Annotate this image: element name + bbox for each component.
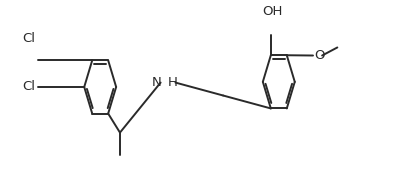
Text: OH: OH bbox=[262, 5, 282, 18]
Text: N: N bbox=[152, 76, 161, 89]
Text: O: O bbox=[314, 49, 325, 62]
Text: H: H bbox=[168, 76, 178, 89]
Text: Cl: Cl bbox=[22, 32, 35, 45]
Text: Cl: Cl bbox=[22, 81, 35, 94]
